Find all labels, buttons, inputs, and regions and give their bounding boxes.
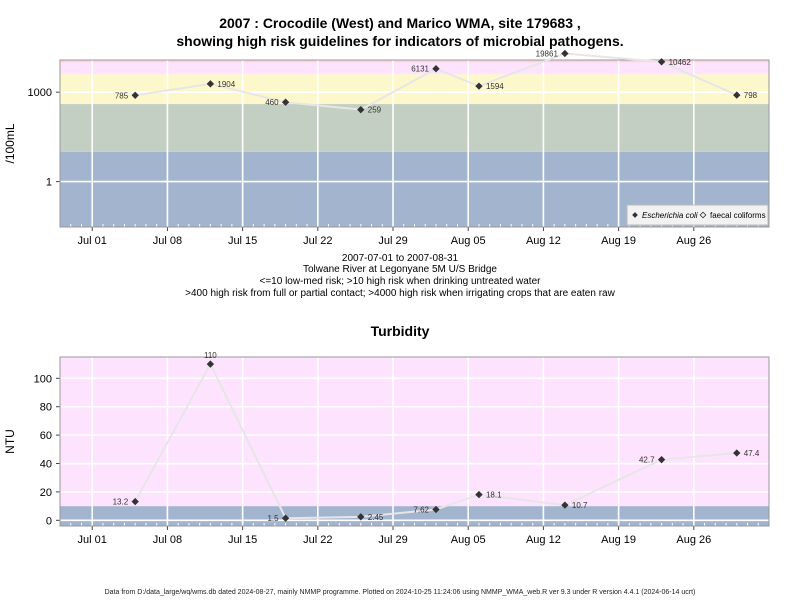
data-point (131, 497, 139, 506)
y-tick-label: 80 (40, 402, 52, 414)
data-point (206, 80, 215, 88)
y-tick-label: 0 (46, 515, 52, 527)
data-point (561, 49, 569, 58)
caption-date-range: 2007-07-01 to 2007-08-31 (341, 253, 459, 264)
y-tick-label: 60 (40, 430, 52, 442)
microbial-chart: Jul 01 Jul 08 Jul 15 Jul 22 Jul 29 Aug 05 Aug … (3, 49, 770, 247)
x-tick-label: Jul 29 (378, 235, 407, 247)
data-point (733, 449, 741, 457)
y-tick-label: 40 (40, 459, 52, 471)
data-point (206, 360, 215, 368)
risk-band-1 (60, 357, 769, 507)
caption-guideline-2: >400 high risk from full or partial cont… (185, 288, 615, 299)
data-label: 6131 (411, 65, 429, 74)
x-tick-label: Aug 05 (451, 534, 486, 546)
data-label: 259 (368, 106, 382, 115)
x-tick-label: Aug 12 (526, 235, 561, 247)
plot-frame (59, 356, 770, 527)
x-tick-label: Jul 15 (228, 534, 257, 546)
footer-note: Data from D:/data_large/wq/wms.db dated … (104, 589, 696, 596)
caption-site: Tolwane River at Legonyane 5M U/S Bridge (303, 264, 497, 275)
data-label: 13.2 (113, 498, 129, 507)
data-label: 19861 (536, 49, 559, 58)
caption-guideline-1: <=10 low-med risk; >10 high risk when dr… (259, 276, 541, 287)
x-tick-label: Aug 05 (451, 235, 486, 247)
plot-frame (59, 59, 770, 228)
chart-title-line-1: 2007 : Crocodile (West) and Marico WMA, … (219, 15, 581, 31)
data-label: 785 (115, 91, 129, 100)
risk-band-1 (60, 104, 769, 152)
data-label: 1904 (217, 80, 235, 89)
x-tick-label: Jul 15 (228, 235, 257, 247)
data-point (475, 82, 483, 90)
y-axis-label: NTU (3, 429, 17, 454)
y-tick-label: 1000 (28, 87, 52, 99)
risk-band-0 (60, 506, 769, 526)
x-tick-label: Jul 22 (303, 235, 332, 247)
risk-band-2 (60, 74, 769, 105)
data-label: 10462 (669, 58, 692, 67)
x-tick-label: Jul 29 (378, 534, 407, 546)
data-point (475, 490, 483, 499)
x-tick-label: Aug 26 (676, 235, 711, 247)
y-tick-label: 100 (34, 373, 52, 385)
x-tick-label: Jul 22 (303, 534, 332, 546)
x-tick-label: Jul 01 (78, 534, 107, 546)
data-label: 1594 (486, 82, 504, 91)
x-tick-label: Aug 19 (601, 534, 636, 546)
data-point (432, 65, 440, 73)
y-tick-label: 20 (40, 487, 52, 499)
data-label: 1.5 (267, 514, 279, 523)
data-point (131, 91, 139, 99)
risk-band-4 (60, 60, 769, 63)
data-point (281, 514, 290, 522)
x-tick-label: Aug 19 (601, 235, 636, 247)
data-point (561, 501, 569, 509)
legend-label-ecoli: Escherichia coli (642, 211, 698, 220)
series-line (134, 361, 737, 520)
x-tick-label: Jul 01 (78, 235, 107, 247)
turbidity-title: Turbidity (370, 323, 430, 339)
data-label: 18.1 (486, 491, 502, 500)
data-label: 460 (265, 98, 279, 107)
y-tick-label: 1 (46, 177, 52, 189)
risk-band-3 (60, 62, 769, 75)
data-label: 47.4 (744, 449, 760, 458)
data-point (432, 505, 440, 514)
legend-marker-ecoli (632, 212, 638, 218)
y-axis-label: /100mL (3, 123, 17, 163)
legend-marker-faecal (699, 211, 707, 219)
data-label: 2.45 (368, 513, 384, 522)
data-point (357, 513, 365, 521)
data-label: 42.7 (639, 456, 655, 465)
x-tick-label: Aug 12 (526, 534, 561, 546)
data-label: 7.62 (413, 505, 429, 514)
data-point (657, 456, 666, 464)
legend-box (626, 204, 769, 226)
legend-label-faecal: faecal coliforms (710, 211, 766, 220)
data-point (281, 98, 290, 106)
data-label: 110 (204, 351, 217, 360)
chart-title-line-2: showing high risk guidelines for indicat… (176, 33, 624, 49)
x-tick-label: Aug 26 (676, 534, 711, 546)
data-label: 798 (744, 91, 758, 100)
x-tick-label: Jul 08 (153, 235, 182, 247)
data-point (357, 105, 365, 114)
x-tick-label: Jul 08 (153, 534, 182, 546)
data-label: 10.7 (572, 501, 588, 510)
